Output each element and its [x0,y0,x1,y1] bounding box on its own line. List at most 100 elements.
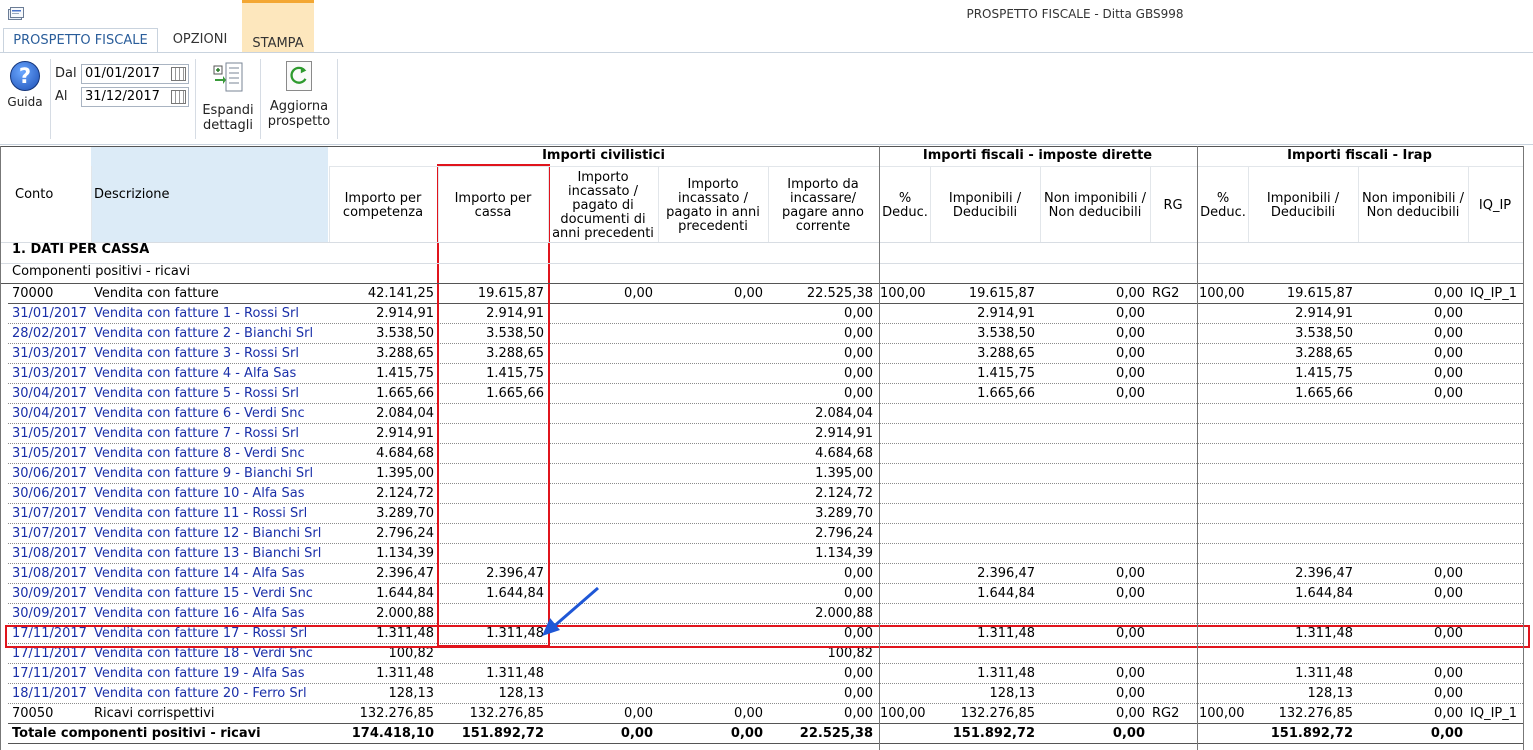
cell-competenza: 42.141,25 [367,286,434,301]
table-row[interactable]: 30/09/2017 Vendita con fatture 15 - Verdi… [0,584,1533,604]
table-row[interactable]: 28/02/2017 Vendita con fatture 2 - Bianch… [0,324,1533,344]
cell-descrizione: Ricavi corrispettivi [94,706,215,721]
arrow-annotation-icon [542,586,599,636]
col-header-irap-deduc[interactable]: % Deduc. [1198,192,1248,220]
col-header-descrizione[interactable]: Descrizione [94,187,170,202]
cell-imponibili: 2.396,47 [977,566,1035,581]
cell-competenza: 3.538,50 [376,326,434,341]
table-row[interactable]: 31/07/2017 Vendita con fatture 12 - Bianc… [0,524,1533,544]
row-separator [8,563,1523,564]
calendar-icon[interactable] [171,67,186,81]
cell-competenza: 1.415,75 [376,366,434,381]
table-row[interactable]: 17/11/2017 Vendita con fatture 17 - Rossi… [0,624,1533,644]
table-row[interactable]: 18/11/2017 Vendita con fatture 20 - Ferro… [0,684,1533,704]
cell-inc: 0,00 [734,706,763,721]
cell-descrizione: Vendita con fatture 3 - Rossi Srl [94,346,299,361]
group-header-divider [329,166,1524,167]
tab-stampa[interactable]: STAMPA [242,0,314,53]
grid-left-border [0,146,1,750]
table-row[interactable]: 31/07/2017 Vendita con fatture 11 - Rossi… [0,504,1533,524]
table-row[interactable]: 70000 Vendita con fatture 42.141,25 19.615,… [0,284,1533,304]
cell-conto: 30/09/2017 [12,586,87,601]
tab-opzioni[interactable]: OPZIONI [172,32,228,47]
cell-irap-deduc: 100,00 [1199,286,1245,301]
col-header-imponibili[interactable]: Imponibili / Deducibili [931,192,1039,220]
cell-da-incassare: 2.000,88 [815,606,873,621]
cell-irap-imponibili: 2.396,47 [1295,566,1353,581]
cell-competenza: 174.418,10 [351,726,434,741]
col-header-irap-imponibili[interactable]: Imponibili / Deducibili [1249,192,1357,220]
help-button[interactable]: ? Guida [4,61,46,121]
section-title: 1. DATI PER CASSA [12,242,150,257]
refresh-report-button[interactable]: Aggiorna prospetto [265,61,333,129]
table-row[interactable]: 30/06/2017 Vendita con fatture 10 - Alfa … [0,484,1533,504]
cell-da-incassare: 2.796,24 [815,526,873,541]
table-row[interactable]: 31/03/2017 Vendita con fatture 3 - Rossi … [0,344,1533,364]
col-header-irap-non-imponibili[interactable]: Non imponibili / Non deducibili [1359,192,1467,220]
header-column-divider [329,166,330,242]
table-row[interactable]: 17/11/2017 Vendita con fatture 19 - Alfa … [0,664,1533,684]
col-header-deduc[interactable]: % Deduc. [880,192,930,220]
row-separator [8,363,1523,364]
help-question-icon: ? [10,61,40,91]
col-header-rg[interactable]: RG [1163,198,1183,213]
table-row[interactable]: 31/08/2017 Vendita con fatture 13 - Bianc… [0,544,1533,564]
col-header-prec-line2: incassato / [567,184,639,199]
cell-da-incassare: 100,82 [827,646,874,661]
row-separator [8,703,1523,704]
expand-details-button[interactable]: Espandi dettagli [200,61,256,133]
col-header-cassa-line2: cassa [474,205,512,220]
table-row[interactable]: Totale componenti positivi - ricavi 174.4… [0,724,1533,744]
al-date-field[interactable]: 31/12/2017 [81,87,189,107]
cell-irap-imponibili: 2.914,91 [1295,306,1353,321]
cell-rg: RG2 [1152,706,1180,721]
col-header-non-imponibili[interactable]: Non imponibili / Non deducibili [1041,192,1149,220]
table-row[interactable]: 31/01/2017 Vendita con fatture 1 - Rossi … [0,304,1533,324]
table-row[interactable]: 30/04/2017 Vendita con fatture 6 - Verdi … [0,404,1533,424]
calendar-icon[interactable] [171,90,186,104]
table-row[interactable]: 31/05/2017 Vendita con fatture 7 - Rossi … [0,424,1533,444]
table-row[interactable]: 30/06/2017 Vendita con fatture 9 - Bianch… [0,464,1533,484]
cell-conto: 31/03/2017 [12,366,87,381]
cell-irap-imponibili: 1.311,48 [1295,666,1353,681]
cell-da-incassare: 0,00 [844,626,873,641]
col-header-competenza[interactable]: Importo per competenza [330,192,436,220]
cell-irap-non-imponibili: 0,00 [1434,686,1463,701]
col-header-irap-non-imponibili-line1: Non imponibili / [1362,191,1464,206]
col-header-deduc-line1: % [898,191,912,206]
col-header-conto[interactable]: Conto [15,187,54,202]
window-title: PROSPETTO FISCALE - Ditta GBS998 [966,7,1184,21]
cell-competenza: 1.311,48 [376,626,434,641]
cell-prec: 0,00 [624,286,653,301]
cell-competenza: 2.124,72 [376,486,434,501]
col-header-prec-line1: Importo [577,170,629,185]
table-row[interactable]: 31/08/2017 Vendita con fatture 14 - Alfa … [0,564,1533,584]
table-row[interactable]: 30/04/2017 Vendita con fatture 5 - Rossi … [0,384,1533,404]
cell-irap-imponibili: 1.415,75 [1295,366,1353,381]
row-separator [8,403,1523,404]
cell-imponibili: 3.288,65 [977,346,1035,361]
tab-prospetto-fiscale[interactable]: PROSPETTO FISCALE [3,28,158,54]
highlight-row-17 [5,625,1530,648]
cell-da-incassare: 0,00 [844,366,873,381]
col-header-inc[interactable]: Importo incassato / pagato in anni prece… [659,178,767,234]
table-row[interactable]: 17/11/2017 Vendita con fatture 18 - Verdi… [0,644,1533,664]
cell-da-incassare: 0,00 [844,346,873,361]
dal-date-field[interactable]: 01/01/2017 [81,64,189,84]
col-header-prec[interactable]: Importo incassato / pagato di documenti … [549,171,657,241]
table-row[interactable]: 70050 Ricavi corrispettivi 132.276,85 132.2… [0,704,1533,724]
table-row[interactable]: 31/03/2017 Vendita con fatture 4 - Alfa S… [0,364,1533,384]
col-header-da-incassare[interactable]: Importo da incassare/ pagare anno corren… [769,178,877,234]
cell-non-imponibili: 0,00 [1116,686,1145,701]
ribbon-separator [50,59,51,139]
cell-da-incassare: 2.124,72 [815,486,873,501]
cell-competenza: 3.288,65 [376,346,434,361]
cell-non-imponibili: 0,00 [1116,706,1145,721]
cell-competenza: 3.289,70 [376,506,434,521]
table-row[interactable]: 30/09/2017 Vendita con fatture 16 - Alfa … [0,604,1533,624]
col-header-prec-line3: pagato di [572,198,634,213]
table-row[interactable]: 31/05/2017 Vendita con fatture 8 - Verdi … [0,444,1533,464]
col-header-cassa[interactable]: Importo per cassa [440,192,546,220]
col-header-iq-ip[interactable]: IQ_IP [1478,198,1512,213]
row-separator [8,343,1523,344]
